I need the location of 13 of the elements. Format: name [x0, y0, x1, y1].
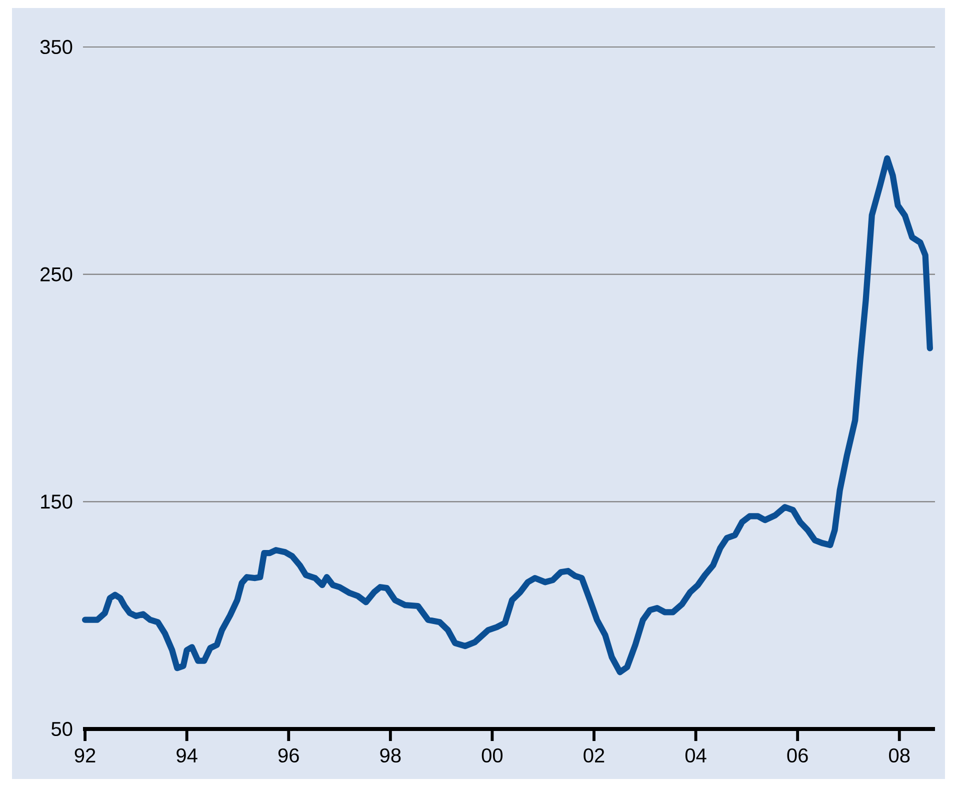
- x-tick-label: 96: [278, 748, 299, 763]
- x-tick-label: 08: [889, 748, 910, 763]
- x-tick-label: 02: [584, 748, 604, 763]
- x-tick-label: 04: [685, 748, 706, 763]
- x-tick-label: 94: [176, 748, 198, 763]
- x-tick-label: 00: [482, 748, 503, 763]
- y-tick-label: 350: [40, 40, 72, 54]
- x-tick-label: 98: [380, 748, 401, 763]
- x-tick-label: 06: [787, 748, 808, 763]
- y-tick-label: 150: [41, 494, 72, 509]
- y-tick-label: 250: [40, 267, 72, 282]
- y-tick-label: 50: [52, 722, 72, 736]
- x-tick-label: 92: [74, 748, 96, 763]
